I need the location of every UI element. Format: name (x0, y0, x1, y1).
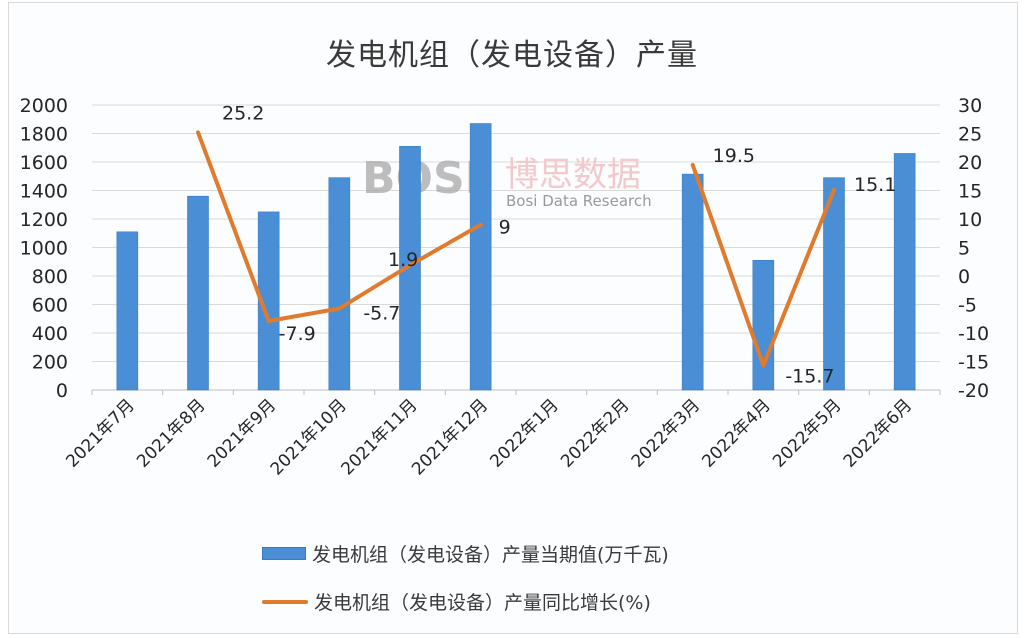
growth-line (196, 130, 483, 324)
left-axis-tick: 0 (56, 380, 68, 402)
right-axis-tick: 25 (958, 124, 982, 146)
x-axis-label: 2022年4月 (698, 395, 774, 471)
x-axis-label: 2022年2月 (557, 395, 633, 471)
left-axis-tick: 1800 (20, 124, 68, 146)
left-axis-tick: 1600 (20, 152, 68, 174)
legend-bar-swatch (262, 547, 306, 560)
data-label: 19.5 (713, 145, 755, 167)
left-axis-tick: 1200 (20, 209, 68, 231)
right-axis-tick: 5 (958, 238, 970, 260)
data-label: 9 (499, 217, 511, 239)
right-axis-tick: -20 (958, 380, 989, 402)
bar (469, 123, 492, 391)
data-label: 25.2 (222, 102, 264, 124)
bar (328, 177, 351, 391)
legend-bar-series: 发电机组（发电设备）产量当期值(万千瓦) (262, 540, 669, 567)
right-axis-tick: 15 (958, 181, 982, 203)
legend-bar-label: 发电机组（发电设备）产量当期值(万千瓦) (312, 544, 669, 566)
data-label: -7.9 (279, 323, 316, 345)
bar (681, 173, 704, 391)
left-axis-tick: 1400 (20, 181, 68, 203)
right-axis-tick: -5 (958, 295, 977, 317)
right-axis-tick: 10 (958, 209, 982, 231)
right-axis-tick: 0 (958, 266, 970, 288)
right-axis-tick: -15 (958, 352, 989, 374)
left-axis-tick: 400 (32, 323, 68, 345)
x-axis-label: 2022年6月 (840, 395, 916, 471)
x-axis-label: 2021年12月 (408, 395, 492, 479)
chart-title: 发电机组（发电设备）产量 (326, 38, 698, 73)
x-axis-label: 2021年7月 (62, 395, 138, 471)
bar (893, 153, 916, 391)
legend-line-swatch (262, 599, 308, 604)
data-label: -5.7 (363, 302, 400, 324)
data-label: 15.1 (854, 174, 896, 196)
left-axis-tick: 2000 (20, 95, 68, 117)
left-axis-tick: 600 (32, 295, 68, 317)
x-axis-label: 2022年1月 (486, 395, 562, 471)
x-axis-label: 2021年8月 (133, 395, 209, 471)
data-label: -15.7 (785, 365, 834, 387)
data-label: 1.9 (388, 249, 418, 271)
bar (187, 195, 209, 391)
watermark-en: Bosi Data Research (506, 192, 652, 210)
x-axis-label: 2021年9月 (204, 395, 280, 471)
bar (399, 146, 421, 391)
left-axis-tick: 800 (32, 266, 68, 288)
watermark-logo: BOSI (362, 153, 481, 204)
watermark-cn: 博思数据 (505, 155, 641, 195)
right-axis-tick: -10 (958, 323, 989, 345)
bar (257, 211, 280, 391)
left-axis-tick: 1000 (20, 238, 68, 260)
legend-line-label: 发电机组（发电设备）产量同比增长(%) (314, 592, 651, 614)
right-axis-tick: 30 (958, 95, 982, 117)
growth-line (690, 162, 836, 368)
x-axis-label: 2022年3月 (628, 395, 704, 471)
chart-frame (8, 2, 1018, 634)
left-axis-tick: 200 (32, 352, 68, 374)
bar (116, 231, 139, 391)
bar (752, 260, 775, 391)
x-axis-label: 2022年5月 (769, 395, 845, 471)
legend-line-series: 发电机组（发电设备）产量同比增长(%) (262, 588, 651, 615)
right-axis-tick: 20 (958, 152, 982, 174)
bar (823, 177, 845, 391)
